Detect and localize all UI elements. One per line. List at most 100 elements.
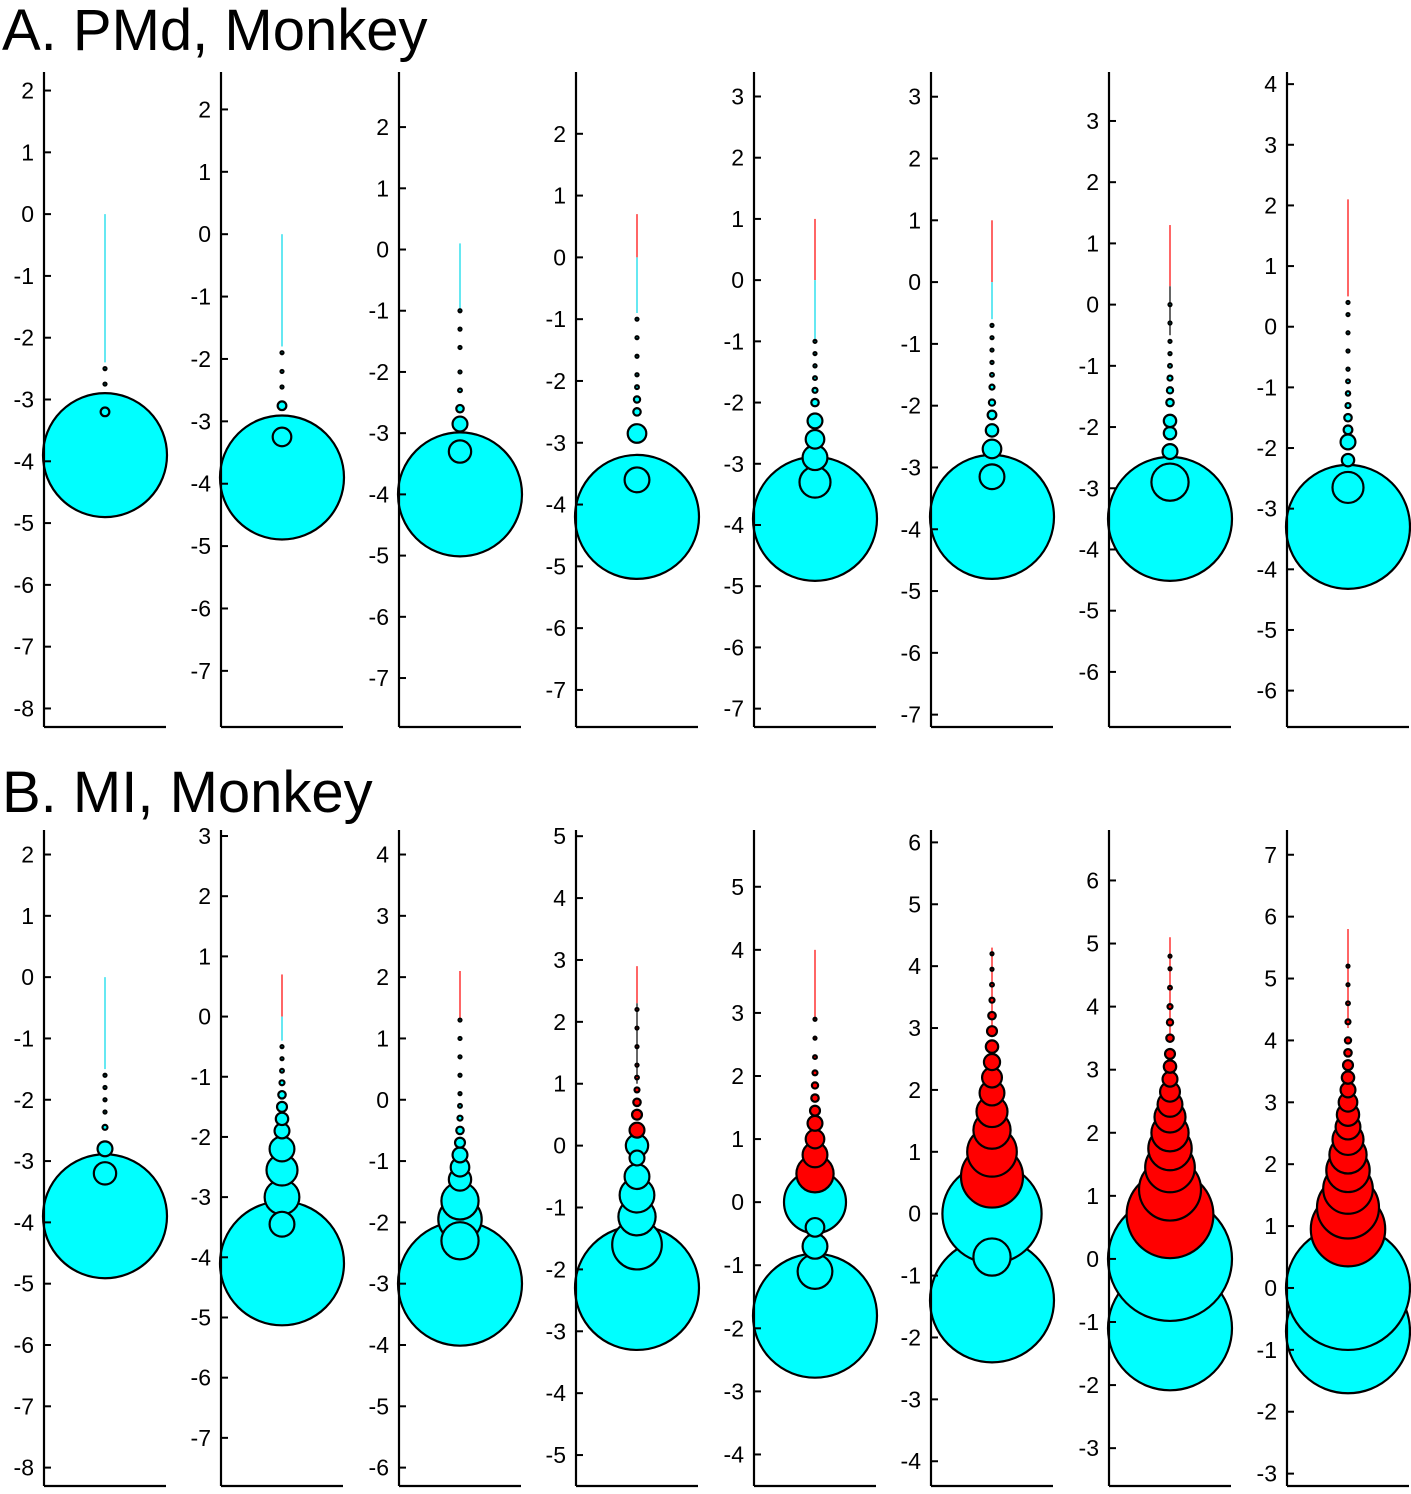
- data-bubble: [453, 1136, 467, 1149]
- data-bubble: [1339, 433, 1357, 451]
- y-tick-label: 7: [1264, 842, 1277, 868]
- data-bubble: [457, 387, 463, 394]
- data-bubble: [628, 1121, 646, 1139]
- data-bubble: [812, 363, 818, 369]
- y-tick-label: 0: [553, 1133, 566, 1159]
- data-bubble: [1340, 1070, 1356, 1085]
- subplot-b-3: -6 -5 -4 -3 -2 -1 0 1 2 3 4: [369, 830, 524, 1488]
- data-bubble: [1165, 1033, 1175, 1043]
- data-bubble: [279, 368, 285, 375]
- y-tick-label: -3: [191, 408, 211, 434]
- data-bubble: [455, 1125, 465, 1136]
- data-bubble: [986, 409, 998, 421]
- data-bubble: [634, 1044, 640, 1050]
- data-bubble: [1150, 462, 1190, 502]
- y-tick-label: -2: [724, 1315, 744, 1341]
- y-tick-label: -4: [14, 448, 35, 474]
- data-bubble: [1162, 413, 1178, 429]
- y-tick-label: 0: [198, 221, 211, 247]
- data-bubble: [1167, 966, 1173, 972]
- data-bubble: [268, 1135, 296, 1163]
- panel-a-plots: -8 -7 -6 -5 -4 -3 -2 -1 0 1 2 -7 -6 -5 -4 -3 -2 -1 0 1 2 -7 -6…: [14, 71, 1411, 729]
- y-tick-label: -3: [1079, 1435, 1099, 1461]
- y-tick-label: 2: [908, 146, 921, 172]
- data-bubble: [1345, 299, 1351, 306]
- data-bubble: [984, 423, 1000, 438]
- y-tick-label: 1: [1086, 230, 1099, 256]
- data-bubble: [1167, 984, 1173, 991]
- data-bubble: [457, 1054, 463, 1060]
- y-tick-label: -5: [546, 553, 566, 579]
- y-tick-label: -1: [191, 284, 211, 310]
- data-bubble: [632, 407, 642, 417]
- y-tick-label: -3: [546, 430, 566, 456]
- data-bubble: [457, 308, 463, 314]
- y-tick-label: -4: [901, 516, 922, 542]
- subplot-b-2: -7 -6 -5 -4 -3 -2 -1 0 1 2 3: [191, 823, 346, 1488]
- panel-a-title: A. PMd, Monkey: [2, 0, 427, 63]
- data-bubble: [634, 372, 640, 378]
- y-tick-label: -3: [1257, 496, 1277, 522]
- y-tick-label: -3: [724, 1378, 744, 1404]
- y-tick-label: 4: [376, 842, 389, 868]
- data-bubble: [634, 316, 640, 322]
- y-tick-label: -2: [546, 1256, 566, 1282]
- data-bubble: [634, 1074, 640, 1081]
- y-tick-label: 5: [1086, 931, 1099, 957]
- y-tick-label: 2: [21, 78, 34, 104]
- data-bubble: [1167, 362, 1173, 369]
- y-tick-label: -6: [724, 634, 744, 660]
- data-bubble: [987, 1010, 997, 1021]
- data-bubble: [811, 386, 819, 394]
- y-tick-label: 0: [198, 1004, 211, 1030]
- data-bubble: [810, 1081, 820, 1090]
- y-tick-label: 0: [1086, 292, 1099, 318]
- data-bubble: [989, 966, 995, 972]
- panel-b-plots: -8-7-6-5-4-3-2-1012-7-6-5-4-3-2-10123-6-…: [14, 823, 1411, 1488]
- y-tick-label: -2: [724, 390, 744, 416]
- y-tick-label: 4: [1264, 1027, 1277, 1053]
- data-bubble: [1161, 442, 1179, 461]
- y-tick-label: -6: [191, 595, 211, 621]
- data-bubble: [1344, 401, 1352, 410]
- data-bubble: [457, 369, 463, 375]
- data-bubble: [812, 350, 818, 357]
- y-tick-label: -3: [14, 1148, 34, 1174]
- y-tick-label: 3: [553, 947, 566, 973]
- data-bubble: [1343, 412, 1353, 423]
- y-tick-label: -8: [14, 695, 34, 721]
- data-bubble: [1167, 953, 1173, 959]
- y-tick-label: -8: [14, 1455, 34, 1481]
- data-bubble: [1342, 424, 1354, 436]
- panel-b-title: B. MI, Monkey: [2, 760, 373, 825]
- data-bubble: [1167, 320, 1173, 326]
- data-bubble: [1165, 386, 1175, 395]
- y-tick-label: 4: [1086, 994, 1099, 1020]
- data-bubble: [634, 335, 640, 341]
- y-tick-label: 3: [908, 1015, 921, 1041]
- data-bubble: [632, 1097, 642, 1108]
- data-bubble: [1162, 1059, 1178, 1074]
- y-tick-label: 0: [731, 1189, 744, 1215]
- data-bubble: [804, 428, 826, 450]
- data-bubble: [1345, 348, 1351, 354]
- y-tick-label: -4: [369, 481, 390, 507]
- y-tick-label: -3: [901, 454, 921, 480]
- y-tick-label: 6: [1086, 867, 1099, 893]
- data-bubble: [102, 1084, 108, 1091]
- y-tick-label: 5: [1264, 966, 1277, 992]
- data-bubble: [457, 1017, 463, 1023]
- data-bubble: [804, 1128, 826, 1150]
- y-tick-label: -5: [14, 1271, 34, 1297]
- y-tick-label: 0: [908, 1201, 921, 1227]
- y-tick-label: -4: [901, 1448, 922, 1474]
- y-tick-label: 2: [198, 96, 211, 122]
- y-tick-label: -4: [191, 1244, 212, 1270]
- y-tick-label: 1: [908, 1139, 921, 1165]
- data-bubble: [451, 415, 469, 433]
- data-bubble: [628, 1149, 646, 1167]
- data-bubble: [989, 981, 995, 988]
- data-bubble: [633, 1086, 641, 1094]
- y-tick-label: 0: [1264, 1275, 1277, 1301]
